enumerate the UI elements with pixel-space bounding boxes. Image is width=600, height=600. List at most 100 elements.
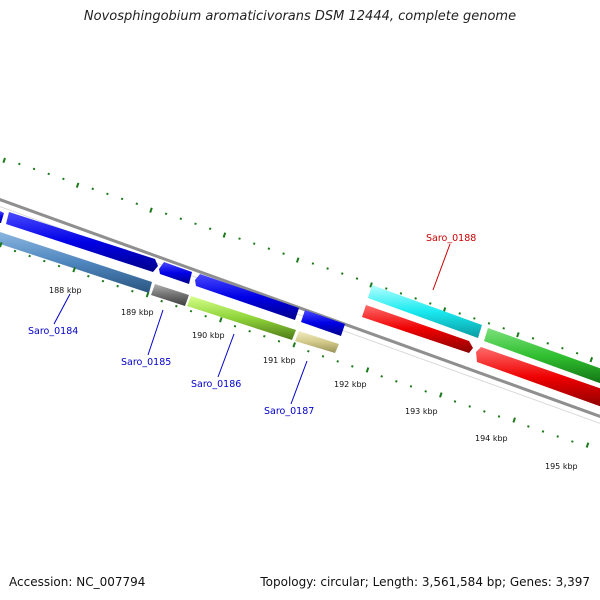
minor-tick	[487, 322, 491, 325]
minor-tick	[131, 289, 134, 293]
minor-tick	[311, 262, 315, 265]
gene-feature-saro_0185	[151, 284, 189, 306]
minor-tick	[380, 375, 383, 378]
minor-tick	[571, 440, 574, 443]
minor-tick	[307, 349, 310, 353]
major-tick	[589, 356, 594, 363]
gene-feature-green-right	[484, 328, 600, 384]
scale-label-193: 193 kbp	[405, 407, 438, 416]
genome-summary-text: Topology: circular; Length: 3,561,584 bp…	[260, 575, 590, 589]
minor-tick	[116, 284, 119, 288]
minor-tick	[252, 242, 256, 245]
gene-feature-blue-2	[159, 262, 192, 284]
gene-feature-saro_0188	[368, 285, 482, 338]
major-tick	[512, 417, 516, 423]
minor-tick	[189, 309, 193, 313]
minor-tick	[135, 202, 139, 206]
major-tick	[292, 342, 296, 348]
major-tick	[439, 392, 443, 398]
minor-tick	[541, 430, 545, 433]
scale-labels: 188 kbp 189 kbp 190 kbp 191 kbp 192 kbp …	[49, 286, 578, 471]
gene-feature-red-2	[476, 347, 600, 407]
minor-tick	[233, 324, 237, 328]
gene-labels: Saro_0184 Saro_0185 Saro_0186 Saro_0187 …	[28, 233, 476, 417]
major-tick	[2, 157, 6, 164]
minor-tick	[208, 227, 212, 231]
minor-tick	[546, 342, 550, 345]
minor-tick	[453, 400, 457, 403]
minor-tick	[527, 425, 530, 428]
minor-tick	[502, 327, 505, 330]
outer-scale-ticks	[2, 157, 594, 363]
minor-tick	[473, 317, 476, 320]
minor-tick	[87, 274, 90, 278]
gene-label-saro_0184: Saro_0184	[28, 326, 78, 337]
minor-tick	[248, 329, 251, 333]
scale-label-189: 189 kbp	[121, 308, 154, 317]
major-tick	[0, 241, 3, 248]
gene-feature-blue-1	[6, 212, 158, 272]
gene-feature-saro_0183	[0, 211, 4, 223]
major-tick	[585, 442, 590, 448]
major-tick	[516, 332, 520, 338]
major-tick	[75, 182, 80, 188]
minor-tick	[385, 287, 388, 290]
minor-tick	[409, 385, 413, 388]
minor-tick	[424, 390, 427, 393]
minor-tick	[204, 314, 207, 318]
gene-label-saro_0186: Saro_0186	[191, 379, 241, 390]
major-tick	[222, 232, 227, 238]
minor-tick	[336, 360, 339, 363]
minor-tick	[13, 249, 17, 253]
gene-feature-saro_0184	[0, 232, 152, 293]
minor-tick	[267, 247, 271, 250]
major-tick	[145, 292, 150, 298]
minor-tick	[47, 172, 50, 176]
minor-tick	[32, 167, 36, 171]
major-tick	[369, 282, 373, 288]
minor-tick	[238, 237, 241, 240]
scale-label-188: 188 kbp	[49, 286, 82, 295]
gene-label-saro_0185: Saro_0185	[121, 357, 171, 368]
minor-tick	[326, 267, 329, 270]
reverse-strand-features	[0, 232, 600, 407]
major-tick	[295, 257, 300, 263]
minor-tick	[263, 334, 266, 338]
gene-feature-saro_0186	[187, 296, 296, 340]
scale-label-195: 195 kbp	[545, 462, 578, 471]
minor-tick	[160, 299, 163, 303]
minor-tick	[179, 217, 183, 221]
minor-tick	[556, 435, 559, 438]
minor-tick	[399, 292, 403, 295]
minor-tick	[91, 187, 95, 191]
gene-feature-blue-4	[301, 310, 345, 336]
gene-label-saro_0188: Saro_0188	[426, 233, 476, 244]
minor-tick	[429, 302, 432, 305]
scale-label-190: 190 kbp	[192, 331, 225, 340]
gene-feature-saro_0187	[295, 331, 339, 353]
minor-tick	[28, 254, 31, 258]
inner-scale-ticks	[0, 241, 590, 448]
minor-tick	[175, 304, 178, 308]
minor-tick	[164, 212, 168, 216]
minor-tick	[468, 405, 471, 408]
minor-tick	[101, 279, 105, 283]
scale-label-192: 192 kbp	[334, 380, 367, 389]
minor-tick	[57, 264, 61, 268]
minor-tick	[194, 222, 197, 226]
minor-tick	[497, 415, 501, 418]
major-tick	[72, 266, 76, 273]
minor-tick	[483, 410, 486, 413]
minor-tick	[575, 351, 579, 355]
minor-tick	[458, 312, 461, 315]
minor-tick	[62, 177, 65, 181]
forward-strand-features	[0, 211, 600, 384]
genome-backbone	[0, 198, 600, 424]
minor-tick	[120, 197, 124, 201]
major-tick	[365, 367, 370, 373]
gene-feature-red-1	[362, 305, 473, 353]
gene-label-saro_0187: Saro_0187	[264, 406, 314, 417]
minor-tick	[282, 252, 285, 255]
minor-tick	[18, 162, 21, 166]
